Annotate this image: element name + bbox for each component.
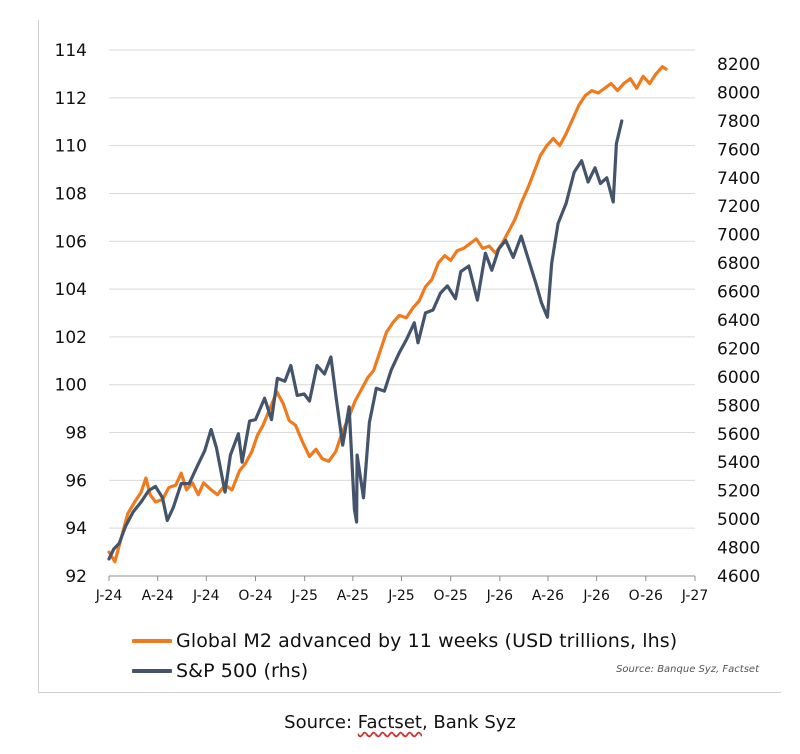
x-tick-label: J-27 [681,588,709,604]
legend-swatch-sp500 [132,669,172,673]
y-right-tick-label: 4600 [717,567,760,587]
y-left-tick-label: 114 [55,41,87,61]
y-right-tick-label: 5800 [717,396,760,416]
y-right-tick-label: 7600 [717,140,760,160]
caption-prefix: Source: [284,712,358,733]
x-tick-label: O-26 [629,588,663,604]
y-left-tick-label: 110 [55,137,87,157]
y-right-tick-label: 6000 [717,368,760,388]
y-right-tick-label: 5200 [717,482,760,502]
series-line-sp500 [107,119,624,561]
y-right-tick-label: 5400 [717,453,760,473]
y-left-tick-label: 100 [55,376,87,396]
legend-item-global-m2: Global M2 advanced by 11 weeks (USD tril… [132,626,677,656]
y-left-tick-label: 112 [55,89,87,109]
x-tick-label: J-26 [582,588,610,604]
y-right-tick-label: 8000 [717,83,760,103]
caption-suffix: , Bank Syz [421,712,516,733]
y-left-tick-label: 104 [55,280,87,300]
y-right-tick-label: 4800 [717,539,760,559]
y-right-tick-label: 6800 [717,254,760,274]
y-left-tick-label: 96 [65,471,87,491]
x-tick-label: J-25 [387,588,415,604]
y-right-tick-label: 6200 [717,339,760,359]
x-tick-label: A-25 [337,588,369,604]
y-left-tick-label: 108 [55,184,87,204]
y-right-tick-label: 6400 [717,311,760,331]
x-tick-label: J-24 [192,588,220,604]
chart-figure: 92 94 96 98 100 102 104 106 108 110 112 114 4600 4800… [38,20,781,693]
y-right-tick-label: 7400 [717,169,760,189]
chart-source-note: Source: Banque Syz, Factset [616,664,759,675]
x-tick-label: A-26 [532,588,564,604]
chart-legend: Global M2 advanced by 11 weeks (USD tril… [132,626,677,686]
x-tick-label: O-24 [238,588,272,604]
y-right-tick-label: 7200 [717,197,760,217]
legend-label-global-m2: Global M2 advanced by 11 weeks (USD tril… [176,630,678,652]
y-left-tick-label: 92 [65,567,87,587]
y-right-tick-label: 5600 [717,425,760,445]
x-tick-label: J-25 [290,588,318,604]
x-tick-label: J-26 [486,588,514,604]
y-left-tick-label: 98 [65,424,87,444]
legend-label-sp500: S&P 500 (rhs) [176,660,309,682]
x-tick-label: O-25 [434,588,468,604]
y-left-tick-label: 106 [55,232,87,252]
legend-item-sp500: S&P 500 (rhs) [132,656,677,686]
y-right-tick-label: 6600 [717,283,760,303]
y-left-tick-label: 102 [55,328,87,348]
x-tick-label: A-24 [142,588,174,604]
caption-factset-link[interactable]: Factset [357,712,422,733]
series-line-global-m2 [107,65,668,564]
y-left-tick-label: 94 [65,519,87,539]
y-right-tick-label: 8200 [717,55,760,75]
legend-swatch-global-m2 [132,639,172,643]
figure-caption: Source: Factset, Bank Syz [0,712,800,733]
line-chart: 92 94 96 98 100 102 104 106 108 110 112 114 4600 4800… [55,41,761,604]
y-right-tick-label: 7000 [717,226,760,246]
y-right-tick-label: 5000 [717,510,760,530]
x-tick-label: J-24 [95,588,123,604]
y-right-tick-label: 7800 [717,112,760,132]
